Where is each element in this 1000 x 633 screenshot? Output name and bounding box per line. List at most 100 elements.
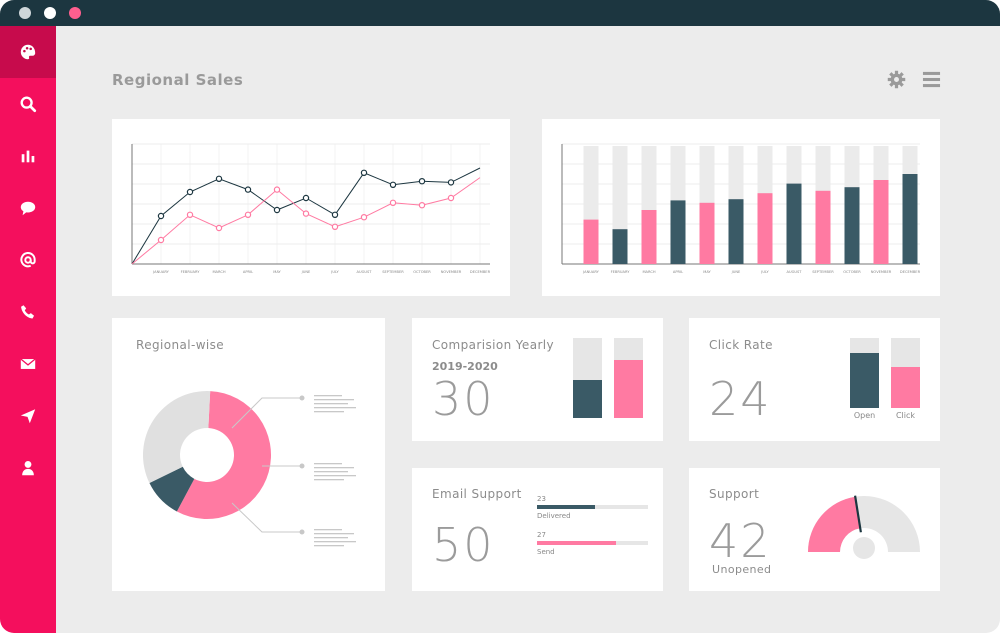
x-tick-label: DECEMBER [900, 270, 921, 274]
menu-icon[interactable] [922, 70, 941, 89]
x-tick-label: MAY [273, 270, 281, 274]
email-support-title: Email Support [432, 487, 522, 501]
email-row-count: 27 [537, 531, 546, 539]
bar [844, 187, 860, 264]
x-tick-label: MARCH [212, 270, 225, 274]
email-row-label: Delivered [537, 512, 571, 520]
data-point [302, 194, 310, 202]
legend-text-line [314, 463, 342, 465]
bar [757, 193, 773, 264]
legend-text-line [314, 541, 356, 543]
x-tick-label: NOVEMBER [441, 270, 462, 274]
leader-dot [299, 395, 305, 401]
legend-text-line [314, 411, 344, 413]
x-tick-label: JULY [760, 270, 769, 274]
progress-track [537, 541, 648, 545]
bar-track [573, 338, 602, 418]
click-rate-card: Click Rate 24 Open Click [689, 318, 940, 441]
line-chart: JANUARY FEBRUARY MARCH APRIL MAY JUNE JULY AUGU… [131, 143, 491, 274]
sidebar-item-send[interactable] [0, 390, 56, 442]
x-tick-label: OCTOBER [843, 270, 861, 274]
bar [873, 180, 889, 264]
leader-line [231, 502, 302, 533]
legend-text-line [314, 399, 354, 401]
bar [583, 219, 599, 264]
bar-label: Click [895, 411, 916, 420]
data-point [447, 179, 455, 186]
leader-dot [299, 529, 305, 535]
x-tick-label: MARCH [642, 270, 655, 274]
comparison-period: 2019-2020 [432, 360, 498, 373]
bar-label: Open [853, 411, 876, 420]
data-point [215, 175, 223, 183]
data-point [389, 181, 397, 189]
bar [902, 174, 918, 264]
sidebar-item-search[interactable] [0, 78, 56, 130]
donut-slice [149, 466, 195, 512]
x-tick-label: SEPTEMBER [812, 270, 834, 274]
data-point [215, 224, 223, 232]
support-title: Support [709, 487, 760, 501]
sidebar-item-profile[interactable] [0, 442, 56, 494]
search-icon [20, 96, 37, 113]
window-dot-maximize[interactable] [69, 7, 81, 19]
email-support-value: 50 [432, 518, 495, 572]
comparison-value: 30 [432, 372, 495, 426]
bar-track [850, 338, 879, 408]
mail-icon [20, 358, 36, 369]
chat-icon [20, 201, 36, 216]
legend-text-line [314, 395, 342, 397]
support-value: 42 [709, 514, 772, 568]
window-dot-minimize[interactable] [44, 7, 56, 19]
data-point [186, 211, 194, 219]
progress-fill [537, 505, 595, 509]
donut-slice [143, 391, 211, 483]
comparison-card: Comparision Yearly 2019-2020 30 [412, 318, 663, 441]
data-point [331, 211, 339, 219]
x-tick-label: FEBRUARY [611, 270, 631, 274]
bar-fill [573, 380, 602, 418]
legend-text-line [314, 545, 344, 547]
data-point [418, 201, 426, 209]
sidebar-item-calls[interactable] [0, 286, 56, 338]
support-card: Support 42 Unopened [689, 468, 940, 591]
sidebar-item-messages[interactable] [0, 182, 56, 234]
palette-icon [20, 44, 36, 60]
line-chart-card: JANUARY FEBRUARY MARCH APRIL MAY JUNE JULY AUGU… [112, 119, 510, 296]
data-point [302, 210, 310, 217]
x-tick-label: FEBRUARY [181, 270, 201, 274]
data-point [447, 194, 455, 202]
x-tick-label: JANUARY [582, 270, 599, 274]
bar-track [614, 338, 643, 418]
click-rate-title: Click Rate [709, 338, 773, 352]
window-titlebar [0, 0, 1000, 26]
support-gauge [808, 495, 920, 559]
send-icon [20, 409, 36, 424]
sidebar [0, 26, 56, 633]
gear-icon[interactable] [887, 70, 906, 89]
legend-text-line [314, 475, 356, 477]
data-point [360, 213, 368, 221]
sidebar-item-dashboard[interactable] [0, 26, 56, 78]
bar-track [891, 338, 920, 408]
leader-line [231, 397, 302, 429]
x-tick-label: AUGUST [787, 270, 803, 274]
legend-text-line [314, 533, 354, 535]
legend-text-line [314, 537, 348, 539]
sidebar-item-analytics[interactable] [0, 130, 56, 182]
progress-fill [537, 541, 616, 545]
x-tick-label: JUNE [301, 270, 311, 274]
x-tick-label: DECEMBER [470, 270, 491, 274]
window-dot-close[interactable] [19, 7, 31, 19]
legend-text-line [314, 529, 342, 531]
data-point [389, 199, 397, 207]
sidebar-item-mentions[interactable] [0, 234, 56, 286]
sidebar-item-mail[interactable] [0, 338, 56, 390]
data-point [244, 211, 252, 219]
bar-fill [850, 353, 879, 408]
comparison-title: Comparision Yearly [432, 338, 555, 352]
bar-fill [614, 360, 643, 418]
bar-chart-icon [21, 150, 35, 163]
support-label: Unopened [712, 563, 772, 576]
data-point [273, 186, 281, 193]
